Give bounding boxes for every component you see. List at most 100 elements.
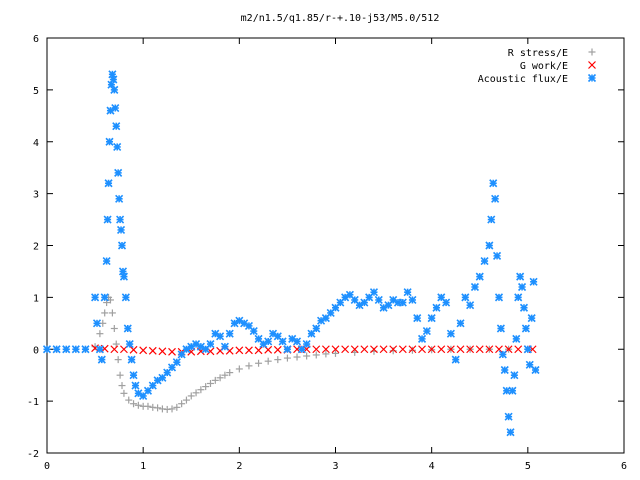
data-point [273,345,282,354]
data-point [350,345,359,354]
data-point [206,379,214,387]
data-point [92,319,102,328]
data-point [369,288,379,297]
data-point [500,365,509,375]
data-point [116,371,124,379]
x-tick-label: 1 [140,461,146,472]
data-point [510,371,519,380]
data-point [117,241,127,250]
data-point [317,316,326,325]
axis-ticks: 0 1 2 3 4 5 6 -2 -1 0 1 2 3 4 5 6 [27,34,627,472]
data-point [129,371,138,380]
data-point [293,353,301,361]
data-point [514,293,523,302]
data-point [220,342,229,351]
data-point [408,295,417,305]
data-point [81,345,90,354]
data-point [115,194,124,203]
data-point [360,345,369,354]
x-tick-label: 4 [429,461,435,472]
data-point [187,342,196,351]
data-point [504,412,513,421]
data-point [168,347,176,356]
data-point [192,389,200,397]
data-point [114,356,122,364]
data-point [408,345,417,354]
data-point [519,303,529,312]
data-point [451,355,460,364]
data-point [172,358,181,367]
data-point [446,345,455,354]
data-point [437,345,446,354]
data-point [102,256,111,266]
data-point [422,327,431,336]
y-tick-label: 6 [33,34,39,45]
series-3 [42,70,540,437]
data-point [521,324,530,333]
data-point [417,334,427,343]
data-point [129,345,138,354]
data-point [489,179,498,188]
data-point [264,357,272,365]
data-point [202,383,210,391]
data-point [221,371,229,379]
data-point [264,337,273,346]
data-point [274,356,282,364]
data-point [249,327,258,336]
data-point [125,339,134,349]
data-point [144,402,152,410]
data-point [104,179,113,188]
y-tick-label: -2 [27,449,39,460]
data-point [432,303,441,312]
data-point [216,374,224,382]
data-point [130,400,138,408]
data-point [480,256,489,266]
data-point [148,346,157,355]
data-point [143,386,153,395]
data-point [529,277,538,286]
x-tick-label: 6 [621,461,627,472]
data-layer [42,70,540,437]
data-point [517,282,527,292]
data-point [370,345,378,354]
data-point [389,295,398,305]
data-point [112,340,120,348]
data-point [255,359,263,367]
data-point [461,293,470,302]
data-point [278,337,287,346]
data-point [322,350,330,358]
data-point [123,324,132,333]
data-point [173,403,181,411]
data-point [512,334,521,343]
data-point [178,400,186,408]
data-point [71,345,80,354]
data-point [408,346,416,354]
data-point [466,301,475,310]
x-tick-label: 3 [332,461,338,472]
data-point [139,346,148,355]
data-point [148,381,157,390]
y-tick-label: 1 [33,293,39,304]
x-tick-label: 0 [44,461,50,472]
data-point [116,225,126,235]
data-point [427,345,436,354]
data-point [485,241,494,250]
data-point [312,324,321,333]
data-point [62,345,71,354]
data-point [109,75,118,84]
data-point [216,332,225,341]
data-point [114,168,123,177]
data-point [119,272,128,281]
data-point [254,346,263,355]
x-tick-label: 5 [525,461,531,472]
data-point [134,401,142,409]
data-point [446,329,455,338]
data-point [225,329,234,338]
series-1 [43,293,532,413]
data-point [341,345,350,354]
data-point [466,345,475,354]
data-point [211,376,219,384]
data-point [113,142,122,152]
